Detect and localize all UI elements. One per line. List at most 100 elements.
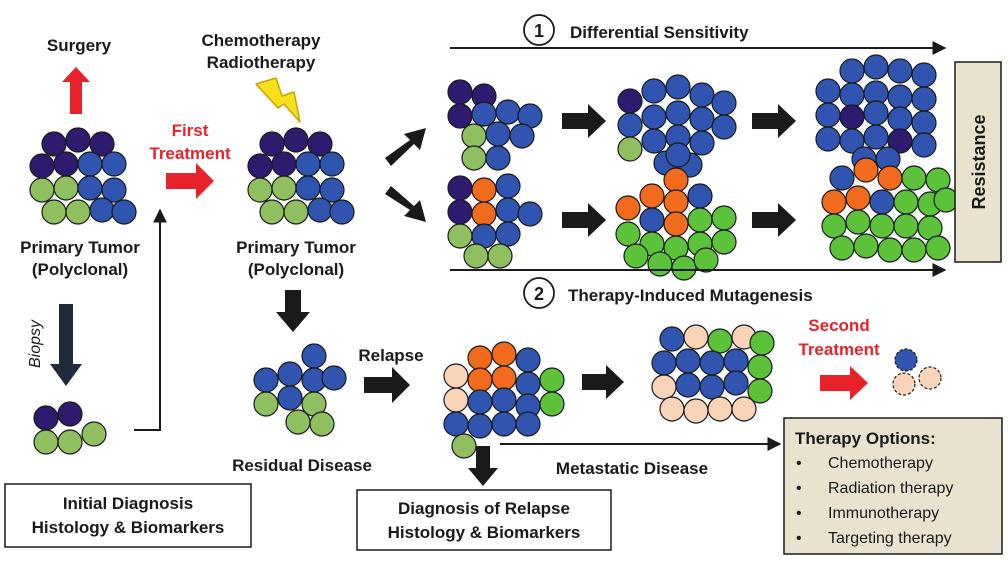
cell <box>911 132 937 158</box>
cell <box>111 199 137 225</box>
cell <box>829 235 855 261</box>
cell <box>491 341 517 367</box>
cell <box>821 189 847 215</box>
cell <box>89 131 115 157</box>
cell <box>471 201 497 227</box>
therapy-options-box <box>783 417 1003 555</box>
therapy-option-item: Radiation therapy <box>828 480 953 497</box>
therapy-option-bullet: • <box>796 530 802 547</box>
branch-down-arrow <box>385 186 426 222</box>
cell <box>495 197 521 223</box>
relapse-cluster <box>443 341 565 459</box>
cell <box>689 106 715 132</box>
cell <box>29 177 55 203</box>
cell <box>491 411 517 437</box>
cell <box>65 127 91 153</box>
cell <box>689 82 715 108</box>
cell <box>839 128 865 154</box>
pathway2-label: Therapy-Induced Mutagenesis <box>568 286 813 305</box>
therapy-option-bullet: • <box>796 455 802 472</box>
cell <box>711 90 737 116</box>
cell <box>887 58 913 84</box>
primary-tumor-2-line1: Primary Tumor <box>236 238 356 257</box>
cell <box>699 374 725 400</box>
therapy-option-item: Targeting therapy <box>828 530 952 547</box>
initial-diagnosis-line1: Initial Diagnosis <box>63 494 193 513</box>
cell <box>901 237 927 263</box>
therapy-options-list: • Chemotherapy • Radiation therapy • Imm… <box>796 455 953 547</box>
primary-tumor-2-cluster <box>247 127 355 225</box>
chemo-label-line2: Radiotherapy <box>207 53 316 72</box>
cell <box>641 104 667 130</box>
cell <box>283 127 309 153</box>
pathway1-number-circle <box>523 14 555 46</box>
cell <box>707 328 733 354</box>
cell <box>329 199 355 225</box>
cell <box>89 197 115 223</box>
cell <box>665 74 691 100</box>
cell <box>319 177 345 203</box>
cell <box>539 367 565 393</box>
second-treatment-survivors-cluster <box>892 348 942 396</box>
cell <box>277 385 303 411</box>
chemo-label-line1: Chemotherapy <box>201 31 321 50</box>
metastatic-cluster <box>651 324 775 424</box>
cell <box>447 199 473 225</box>
cell <box>259 131 285 157</box>
cell <box>911 62 937 88</box>
cell <box>659 326 685 352</box>
cell <box>707 396 733 422</box>
cell <box>77 175 103 201</box>
residual-disease-label: Residual Disease <box>232 456 372 475</box>
cell <box>33 429 59 455</box>
cell <box>699 350 725 376</box>
cell <box>253 391 279 417</box>
cell <box>887 84 913 110</box>
row2-early-cluster <box>447 173 543 269</box>
cell <box>839 104 865 130</box>
cell <box>617 112 643 138</box>
cell <box>615 195 641 221</box>
cell <box>663 167 689 193</box>
cell <box>671 255 697 281</box>
cell <box>683 324 709 350</box>
cell <box>447 175 473 201</box>
cell <box>863 124 889 150</box>
cell <box>747 378 773 404</box>
relapse-arrow <box>364 367 410 403</box>
cell <box>829 165 855 191</box>
cell <box>467 413 493 439</box>
cell <box>295 151 321 177</box>
cell <box>487 243 513 269</box>
cell <box>247 177 273 203</box>
cell <box>41 131 67 157</box>
cell <box>283 199 309 225</box>
cell <box>295 175 321 201</box>
cell <box>101 151 127 177</box>
cell <box>683 398 709 424</box>
cell <box>443 411 469 437</box>
cell <box>623 243 649 269</box>
therapy-option-bullet: • <box>796 505 802 522</box>
cell <box>615 221 641 247</box>
primary-tumor-1-line2: (Polyclonal) <box>32 260 128 279</box>
cell <box>647 251 673 277</box>
cell <box>687 183 713 209</box>
cell <box>485 145 511 171</box>
cell <box>53 175 79 201</box>
cell <box>821 213 847 239</box>
cell <box>863 54 889 80</box>
cell <box>309 411 335 437</box>
cell <box>319 151 345 177</box>
cell <box>689 130 715 156</box>
cell <box>461 145 487 171</box>
cell <box>471 177 497 203</box>
cell <box>77 151 103 177</box>
cell <box>749 330 775 356</box>
cell <box>892 372 916 396</box>
cell <box>641 78 667 104</box>
cell <box>711 205 737 231</box>
cell <box>491 387 517 413</box>
biopsy-down-arrow <box>50 304 82 386</box>
